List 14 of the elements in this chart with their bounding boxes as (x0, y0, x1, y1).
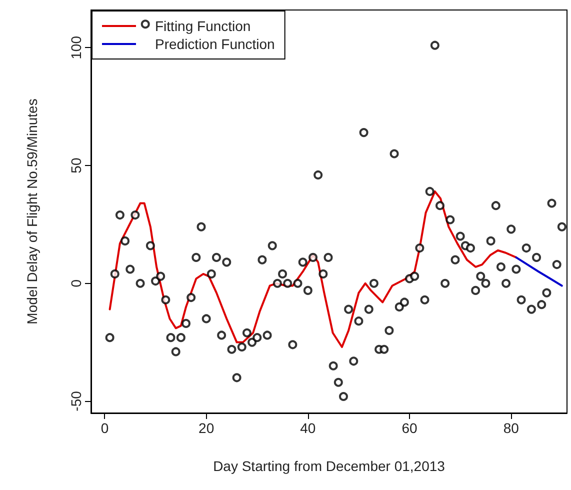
x-tick-label: 20 (198, 420, 214, 436)
x-axis-title: Day Starting from December 01,2013 (213, 458, 446, 474)
y-tick-label: -50 (68, 390, 84, 412)
x-tick-label: 0 (100, 420, 109, 436)
y-tick-label: 0 (68, 279, 84, 288)
line-series (515, 256, 563, 287)
y-tick-label: 100 (68, 36, 84, 60)
legend-label: Fitting Function (155, 18, 251, 34)
y-axis-title: Model Delay of Flight No.59/Minutes (24, 98, 40, 324)
x-tick-label: 40 (300, 420, 316, 436)
y-tick-label: 50 (68, 158, 84, 174)
x-tick-label: 60 (402, 420, 418, 436)
legend-label: Prediction Function (155, 36, 275, 52)
x-tick-label: 80 (503, 420, 520, 436)
